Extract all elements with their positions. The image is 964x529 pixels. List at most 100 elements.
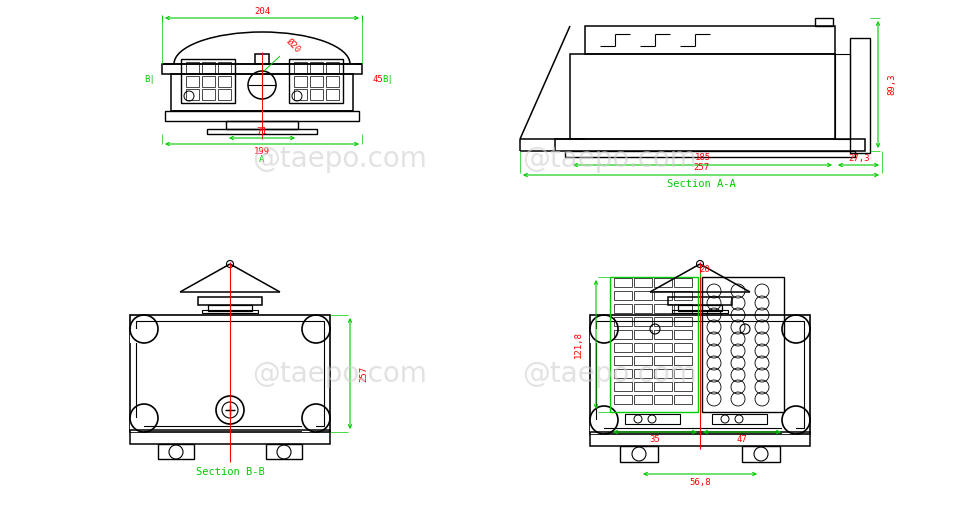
Bar [310,89,323,100]
Text: @taepo.com: @taepo.com [522,360,697,388]
Bar [130,430,330,444]
Bar [326,62,339,73]
Bar [850,38,870,153]
Bar [585,26,835,54]
Text: @taepo.com: @taepo.com [522,145,697,173]
Bar [302,418,316,432]
Text: @taepo.com: @taepo.com [253,360,427,388]
Text: B|: B| [145,75,155,84]
Bar [634,395,652,404]
Bar [614,278,632,287]
Bar [610,277,698,412]
Bar [181,59,235,103]
Bar [815,18,833,26]
Bar [674,291,692,300]
Bar [654,382,672,391]
Bar [596,321,804,428]
Bar [620,446,658,462]
Text: 45: 45 [373,75,384,84]
Bar [654,317,672,326]
Bar [202,89,215,100]
Bar [294,76,307,87]
Bar [654,278,672,287]
Bar [555,139,865,151]
Text: 20: 20 [700,266,710,275]
Bar [614,395,632,404]
Bar [668,297,732,305]
Bar [570,54,835,139]
Bar [672,310,728,313]
Bar [674,343,692,352]
Bar [255,54,269,64]
Bar [634,356,652,365]
Bar [614,304,632,313]
Bar [634,317,652,326]
Bar [614,382,632,391]
Bar [654,291,672,300]
Bar [625,414,680,424]
Bar [208,305,252,311]
Bar [614,343,632,352]
Bar [130,315,330,432]
Bar [614,369,632,378]
Bar [634,278,652,287]
Bar [674,317,692,326]
Bar [294,89,307,100]
Text: 35: 35 [650,434,660,443]
Text: 71: 71 [256,126,267,135]
Bar [654,330,672,339]
Bar [171,74,353,111]
Text: 257: 257 [360,366,368,381]
Bar [654,395,672,404]
Bar [186,76,199,87]
Bar [218,89,231,100]
Bar [614,330,632,339]
Bar [835,54,850,139]
Bar [674,278,692,287]
Bar [218,76,231,87]
Bar [742,446,780,462]
Text: 56,8: 56,8 [689,478,710,487]
Bar [266,444,302,459]
Bar [678,305,722,311]
Text: 204: 204 [254,6,270,15]
Bar [302,329,316,343]
Bar [590,315,810,434]
Bar [326,76,339,87]
Bar [130,418,144,432]
Bar [130,329,144,343]
Bar [165,111,359,121]
Bar [226,121,298,129]
Bar [654,304,672,313]
Bar [202,310,258,313]
Text: 185: 185 [694,153,710,162]
Bar [634,382,652,391]
Bar [310,62,323,73]
Bar [674,395,692,404]
Bar [674,356,692,365]
Bar [326,89,339,100]
Bar [614,317,632,326]
Bar [289,59,343,103]
Text: Section B-B: Section B-B [196,467,264,477]
Text: A: A [259,154,265,163]
Bar [614,356,632,365]
Bar [310,76,323,87]
Text: Section A-A: Section A-A [667,179,736,189]
Text: 121,8: 121,8 [574,331,582,358]
Bar [634,369,652,378]
Text: 257: 257 [693,163,710,172]
Bar [590,329,604,343]
Bar [614,291,632,300]
Bar [782,420,796,434]
Bar [654,356,672,365]
Bar [674,330,692,339]
Bar [634,304,652,313]
Bar [712,414,767,424]
Bar [158,444,194,459]
Bar [565,151,855,157]
Bar [136,321,324,426]
Text: B|: B| [383,75,393,84]
Bar [207,129,317,134]
Bar [186,89,199,100]
